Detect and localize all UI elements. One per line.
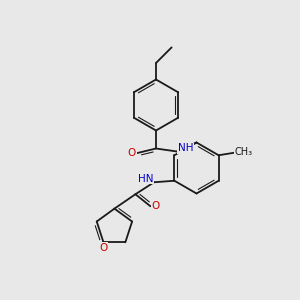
Text: O: O [99,243,108,253]
Text: NH: NH [178,143,193,154]
Text: HN: HN [138,174,153,184]
Text: O: O [152,201,160,211]
Text: O: O [128,148,136,158]
Text: CH₃: CH₃ [235,147,253,157]
